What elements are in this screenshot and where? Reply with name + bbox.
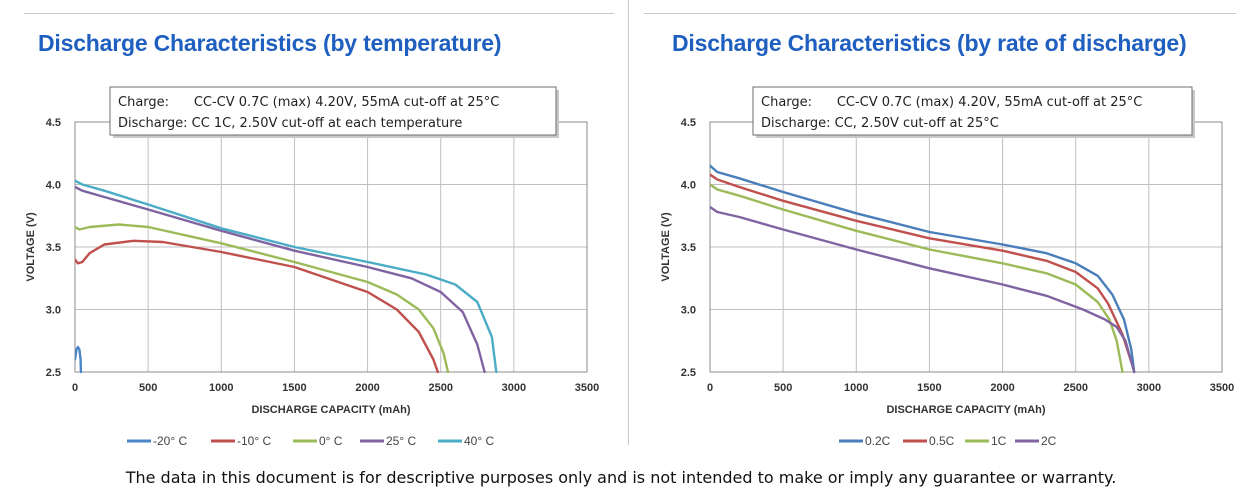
- legend-item: 0.2C: [839, 434, 891, 448]
- legend: 0.2C 0.5C 1C 2C: [839, 434, 1057, 448]
- x-tick-label: 1500: [282, 382, 306, 394]
- legend-label: 25° C: [386, 434, 416, 448]
- series-line-1: [710, 173, 1133, 364]
- series-lines: [75, 179, 498, 374]
- top-rule-left: [24, 13, 614, 14]
- y-axis-label: VOLTAGE (V): [25, 212, 37, 282]
- legend-label: 0.5C: [929, 434, 955, 448]
- top-rule-right: [644, 13, 1236, 14]
- x-tick-label: 3000: [1137, 382, 1161, 394]
- series-line-1: [75, 239, 439, 374]
- y-tick-label: 3.0: [681, 305, 696, 317]
- x-tick-label: 2500: [428, 382, 452, 394]
- x-tick-label: 2000: [355, 382, 379, 394]
- legend-item: -10° C: [211, 434, 271, 448]
- legend-label: 1C: [991, 434, 1007, 448]
- x-tick-label: 2000: [990, 382, 1014, 394]
- x-tick-label: 500: [774, 382, 792, 394]
- conditions-annotation: Charge: CC-CV 0.7C (max) 4.20V, 55mA cut…: [109, 86, 559, 138]
- legend-item: 1C: [965, 434, 1007, 448]
- y-tick-label: 4.0: [681, 180, 696, 192]
- conditions-annotation: Charge: CC-CV 0.7C (max) 4.20V, 55mA cut…: [752, 86, 1195, 138]
- annotation-line: Charge: CC-CV 0.7C (max) 4.20V, 55mA cut…: [761, 95, 1142, 110]
- chart-panel-temperature: Discharge Characteristics (by temperatur…: [0, 0, 621, 460]
- series-lines: [710, 164, 1136, 374]
- y-tick-label: 2.5: [46, 367, 61, 379]
- x-tick-label: 2500: [1063, 382, 1087, 394]
- legend-label: 2C: [1041, 434, 1057, 448]
- series-line-0: [710, 164, 1136, 374]
- x-axis-label: DISCHARGE CAPACITY (mAh): [886, 404, 1045, 416]
- annotation-line: Discharge: CC 1C, 2.50V cut-off at each …: [118, 116, 462, 131]
- series-line-4: [75, 179, 498, 374]
- x-axis-label: DISCHARGE CAPACITY (mAh): [251, 404, 410, 416]
- x-tick-label: 0: [707, 382, 713, 394]
- gridlines: [709, 121, 1223, 373]
- series-line-2: [710, 183, 1124, 374]
- legend-label: -20° C: [153, 434, 187, 448]
- x-tick-label: 500: [139, 382, 157, 394]
- legend-label: -10° C: [237, 434, 271, 448]
- x-tick-label: 1000: [209, 382, 233, 394]
- x-tick-label: 1000: [844, 382, 868, 394]
- gridlines: [74, 121, 588, 373]
- legend-label: 0° C: [319, 434, 343, 448]
- y-tick-label: 4.5: [681, 117, 696, 129]
- legend-item: -20° C: [127, 434, 187, 448]
- x-tick-label: 1500: [917, 382, 941, 394]
- legend-label: 0.2C: [865, 434, 891, 448]
- series-line-3: [710, 205, 1136, 374]
- legend-item: 25° C: [360, 434, 416, 448]
- chart-panel-rate: Discharge Characteristics (by rate of di…: [621, 0, 1242, 460]
- x-tick-label: 3000: [502, 382, 526, 394]
- legend: -20° C -10° C 0° C 25° C 40° C: [127, 434, 494, 448]
- legend-item: 40° C: [438, 434, 494, 448]
- annotation-line: Charge: CC-CV 0.7C (max) 4.20V, 55mA cut…: [118, 95, 499, 110]
- legend-label: 40° C: [464, 434, 494, 448]
- panel-divider: [628, 0, 629, 445]
- chart-temperature: 0 500 1000 1500 2000 2500 3000 3500 2.5 3.0 3.5 4.0…: [25, 86, 599, 448]
- x-tick-label: 3500: [1210, 382, 1234, 394]
- legend-item: 0.5C: [903, 434, 955, 448]
- legend-item: 0° C: [293, 434, 343, 448]
- y-axis-label: VOLTAGE (V): [660, 212, 672, 282]
- y-tick-label: 3.5: [46, 242, 61, 254]
- disclaimer-footer: The data in this document is for descrip…: [125, 468, 1117, 487]
- series-line-2: [75, 223, 450, 374]
- series-line-0: [75, 345, 83, 374]
- chart-rate: 0 500 1000 1500 2000 2500 3000 3500 2.5 3.0 3.5 4.0…: [660, 86, 1234, 448]
- x-tick-label: 0: [72, 382, 78, 394]
- y-tick-label: 4.0: [46, 180, 61, 192]
- y-tick-label: 2.5: [681, 367, 696, 379]
- chart-title: Discharge Characteristics (by temperatur…: [38, 30, 502, 56]
- y-tick-label: 3.0: [46, 305, 61, 317]
- legend-item: 2C: [1015, 434, 1057, 448]
- series-line-3: [75, 185, 486, 374]
- y-tick-label: 3.5: [681, 242, 696, 254]
- annotation-line: Discharge: CC, 2.50V cut-off at 25°C: [761, 116, 999, 131]
- x-tick-label: 3500: [575, 382, 599, 394]
- chart-title: Discharge Characteristics (by rate of di…: [672, 30, 1187, 56]
- y-tick-label: 4.5: [46, 117, 61, 129]
